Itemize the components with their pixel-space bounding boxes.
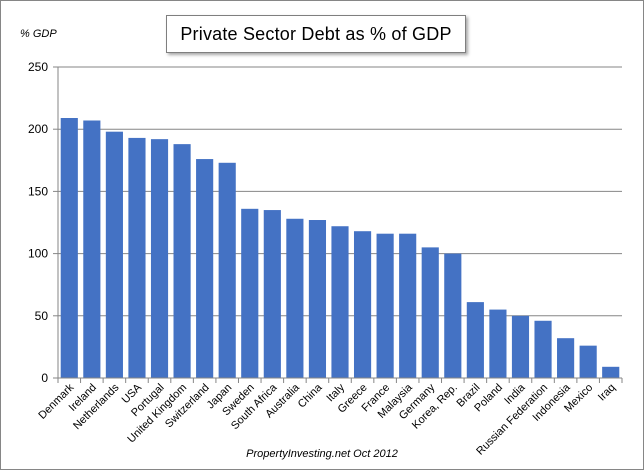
y-tick-label: 100 <box>28 247 48 261</box>
y-tick-labels: 0 50 100 150 200 250 <box>28 60 48 385</box>
y-tick-label: 50 <box>35 309 49 323</box>
bar <box>218 162 236 378</box>
bar <box>602 366 620 378</box>
bar <box>83 120 101 378</box>
x-tick-label: China <box>296 381 325 410</box>
bar <box>150 139 169 378</box>
y-tick-label: 250 <box>28 60 48 74</box>
bars <box>60 118 620 378</box>
y-tick-label: 0 <box>41 371 48 385</box>
bar <box>105 131 123 378</box>
y-tick-label: 200 <box>28 122 48 136</box>
bar <box>263 210 281 378</box>
bar <box>286 218 304 378</box>
bar <box>196 159 214 378</box>
source-note: PropertyInvesting.net Oct 2012 <box>246 448 398 460</box>
bar <box>376 233 394 378</box>
bar <box>399 233 417 378</box>
bar <box>466 302 484 378</box>
chart-title: Private Sector Debt as % of GDP <box>166 15 466 53</box>
x-tick-labels: DenmarkIrelandNetherlandsUSAPortugalUnit… <box>36 381 617 458</box>
bar <box>173 144 191 378</box>
bar <box>444 253 462 378</box>
bar <box>308 220 327 378</box>
bar <box>557 338 575 378</box>
axes <box>53 66 623 383</box>
x-tick-label: Iraq <box>596 382 618 404</box>
bar <box>579 345 597 378</box>
y-axis-label: % GDP <box>20 28 57 40</box>
bar <box>128 137 146 378</box>
bar <box>331 226 349 378</box>
bar <box>60 118 78 378</box>
bar <box>241 208 259 378</box>
bar <box>421 247 439 378</box>
bar <box>511 315 530 378</box>
bar <box>534 320 552 378</box>
bar <box>489 309 507 378</box>
bar <box>353 231 372 378</box>
y-tick-label: 150 <box>28 184 48 198</box>
